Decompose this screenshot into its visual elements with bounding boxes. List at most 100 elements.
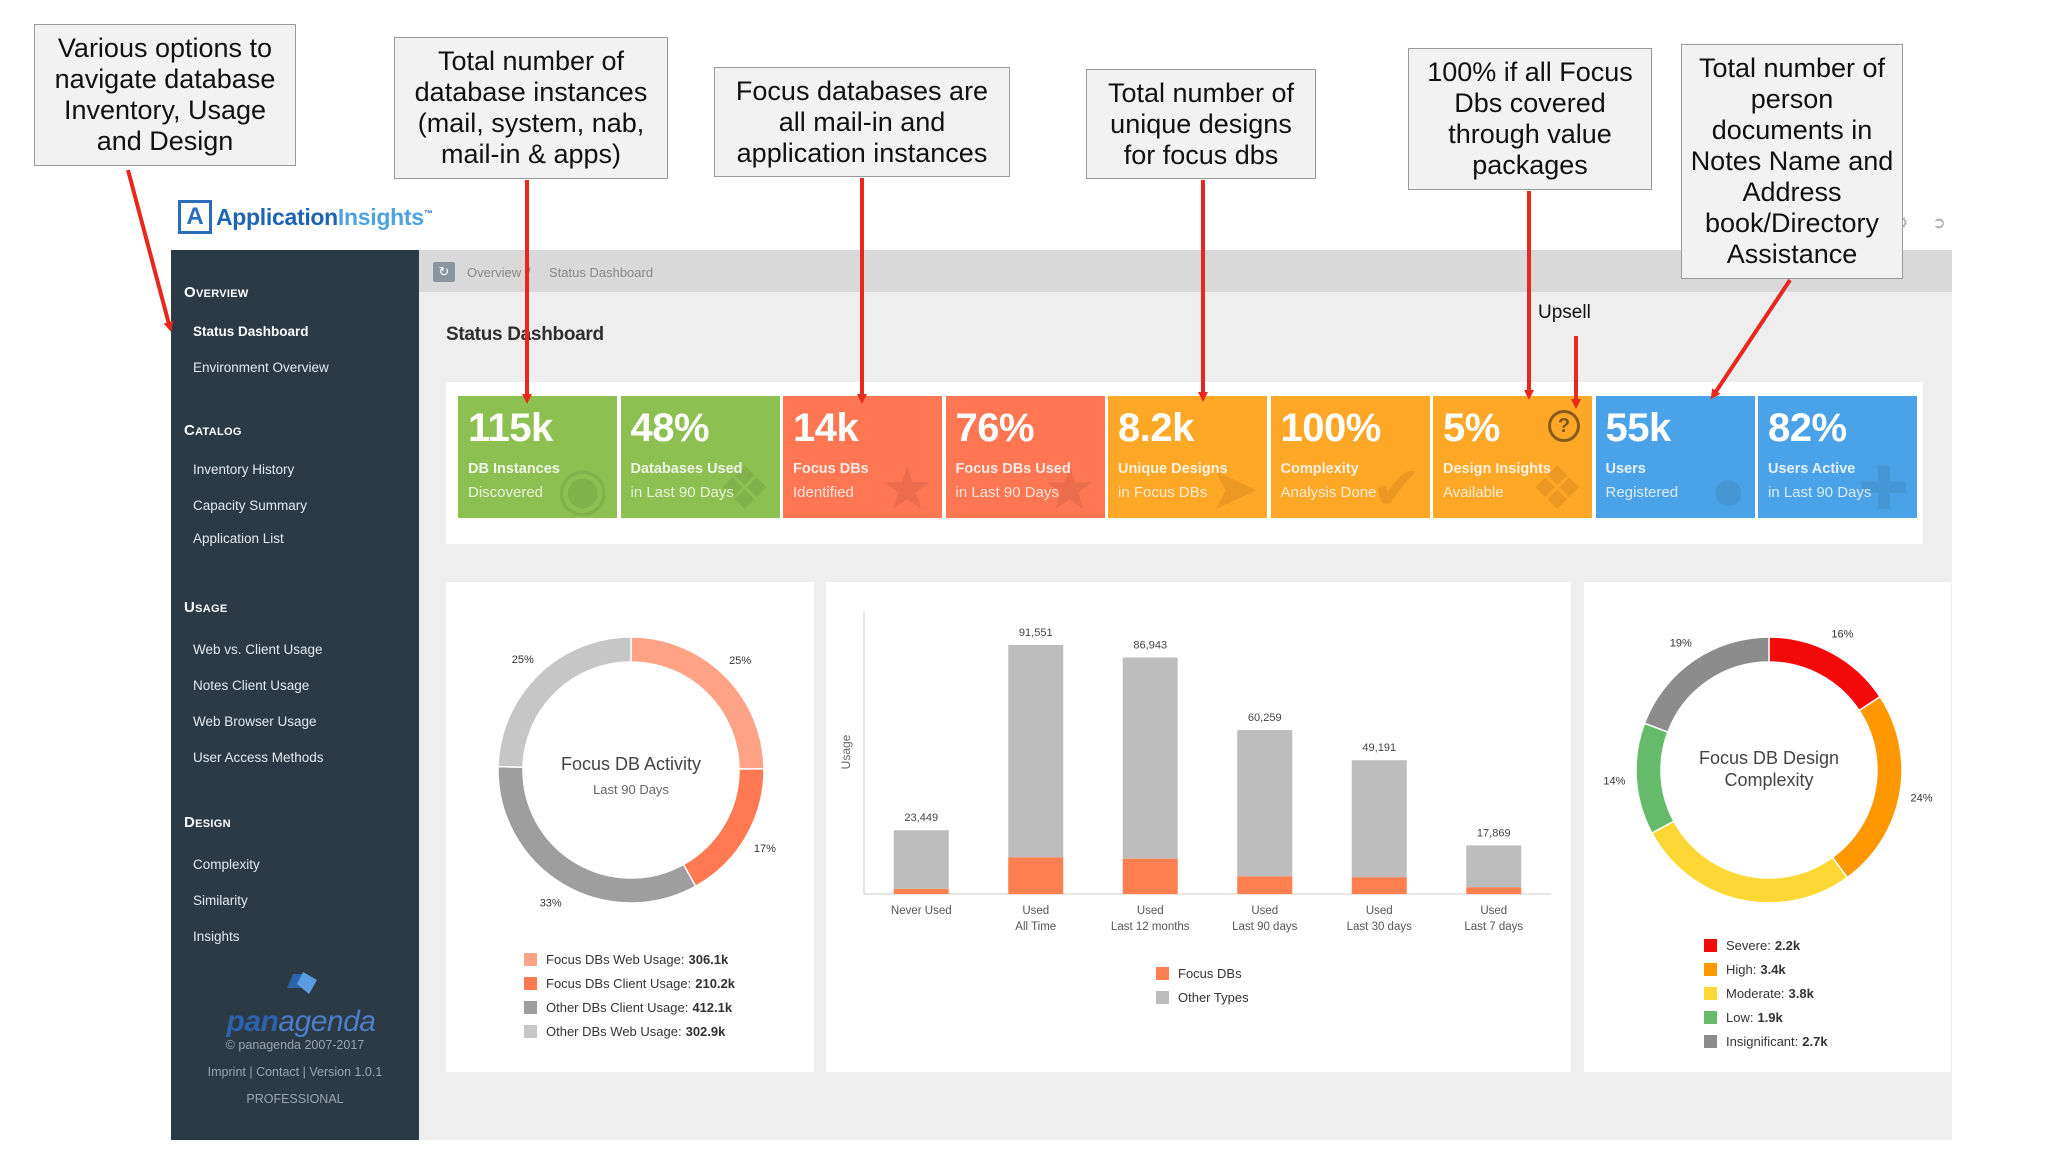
legend-label: Moderate:	[1726, 986, 1785, 1001]
sidebar-item-web-browser-usage[interactable]: Web Browser Usage	[193, 714, 317, 729]
kpi-tile[interactable]: ★ 14k Focus DBs Identified	[783, 396, 942, 518]
kpi-value: 82%	[1768, 406, 1847, 450]
kpi-tile[interactable]: ★ 76% Focus DBs Used in Last 90 Days	[945, 396, 1105, 518]
sidebar-item-notes-client-usage[interactable]: Notes Client Usage	[193, 678, 310, 693]
kpi-tile[interactable]: ● 55k Users Registered	[1595, 396, 1755, 518]
bar-segment[interactable]	[1466, 887, 1522, 894]
legend-item[interactable]: Low: 1.9k	[1704, 1010, 1783, 1025]
legend-item[interactable]: Focus DBs	[1156, 966, 1242, 981]
sidebar-item-inventory-history[interactable]: Inventory History	[193, 462, 295, 477]
bar-segment[interactable]	[1237, 876, 1293, 894]
sidebar-item-capacity-summary[interactable]: Capacity Summary	[193, 498, 308, 513]
legend-item[interactable]: Focus DBs Client Usage: 210.2k	[524, 976, 735, 991]
panagenda-logo[interactable]: panagenda	[211, 970, 391, 1039]
sidebar-item-status-dashboard[interactable]: Status Dashboard	[193, 324, 309, 339]
kpi-tile[interactable]: ❖ 48% Databases Used in Last 90 Days	[620, 396, 780, 518]
bar-segment[interactable]	[1237, 730, 1293, 877]
kpi-sublabel: Analysis Done	[1280, 484, 1377, 501]
callout-unique-designs: Total number of unique designs for focus…	[1086, 69, 1316, 179]
bar-segment[interactable]	[1122, 657, 1178, 859]
legend-item[interactable]: Other Types	[1156, 990, 1249, 1005]
legend-label: Other DBs Web Usage:	[546, 1024, 682, 1039]
x-tick-label: Used	[1366, 905, 1393, 917]
upsell-label: Upsell	[1538, 302, 1591, 323]
app-logo[interactable]: A ApplicationInsights™	[178, 200, 433, 234]
chart-title: Complexity	[1724, 770, 1813, 790]
slice-percent-label: 24%	[1910, 793, 1932, 805]
sidebar-item-application-list[interactable]: Application List	[193, 531, 284, 546]
refresh-icon[interactable]: ↻	[433, 262, 455, 282]
donut-slice[interactable]	[682, 768, 765, 888]
kpi-tile[interactable]: ✚ 82% Users Active in Last 90 Days	[1758, 396, 1917, 518]
donut-slice[interactable]	[1831, 695, 1903, 879]
legend-item[interactable]: High: 3.4k	[1704, 962, 1786, 977]
bar-segment[interactable]	[1351, 760, 1407, 878]
help-icon[interactable]: ?	[1548, 410, 1580, 442]
bar-segment[interactable]	[893, 888, 949, 894]
kpi-tile[interactable]: ➤ 8.2k Unique Designs in Focus DBs	[1108, 396, 1267, 518]
kpi-tile[interactable]: ◉ 115k DB Instances Discovered	[458, 396, 617, 518]
kpi-tile[interactable]: ✔ 100% Complexity Analysis Done	[1270, 396, 1430, 518]
kpi-sublabel: in Last 90 Days	[1768, 484, 1872, 501]
x-tick-label: Last 7 days	[1464, 921, 1523, 933]
kpi-tile[interactable]: ❖ 5% Design Insights Available?	[1433, 396, 1592, 518]
breadcrumb-overview[interactable]: Overview	[467, 265, 522, 280]
legend-swatch	[1704, 1035, 1717, 1048]
sidebar-item-complexity[interactable]: Complexity	[193, 857, 260, 872]
bar-segment[interactable]	[893, 830, 949, 889]
legend-swatch	[524, 953, 537, 966]
star-icon: ★	[880, 455, 934, 518]
legend-item[interactable]: Severe: 2.2k	[1704, 938, 1800, 953]
kpi-sublabel: in Last 90 Days	[630, 484, 734, 501]
arrow-navigation	[126, 169, 174, 332]
bar-segment[interactable]	[1008, 857, 1064, 894]
trademark: ™	[423, 207, 433, 218]
legend-item[interactable]: Other DBs Client Usage: 412.1k	[524, 1000, 732, 1015]
x-tick-label: Last 30 days	[1347, 921, 1412, 933]
legend-swatch	[524, 1001, 537, 1014]
legend-value: 412.1k	[692, 1000, 733, 1015]
sidebar-item-web-vs-client-usage[interactable]: Web vs. Client Usage	[193, 642, 323, 657]
donut-slice[interactable]	[1643, 636, 1770, 734]
bar-total-label: 49,191	[1362, 742, 1396, 754]
legend-swatch	[1704, 987, 1717, 1000]
kpi-value: 5%	[1443, 406, 1500, 450]
sidebar-item-user-access-methods[interactable]: User Access Methods	[193, 750, 324, 765]
callout-person-documents: Total number of person documents in Note…	[1681, 44, 1903, 279]
copyright: © panagenda 2007-2017	[225, 1038, 365, 1052]
x-tick-label: Never Used	[891, 905, 952, 917]
user-plus-icon: ✚	[1858, 455, 1909, 518]
app-name-main: Application	[216, 203, 338, 230]
x-tick-label: Used	[1480, 905, 1507, 917]
legend-value: 1.9k	[1757, 1010, 1783, 1025]
x-tick-label: All Time	[1015, 921, 1056, 933]
legend-item[interactable]: Moderate: 3.8k	[1704, 986, 1814, 1001]
bar-segment[interactable]	[1008, 644, 1064, 858]
sidebar-item-insights[interactable]: Insights	[193, 929, 240, 944]
sidebar-item-similarity[interactable]: Similarity	[193, 893, 248, 908]
kpi-value: 100%	[1280, 406, 1382, 450]
donut-slice[interactable]	[1768, 636, 1882, 712]
legend-swatch	[1704, 1011, 1717, 1024]
puzzle-icon: ❖	[717, 455, 772, 518]
bar-total-label: 86,943	[1133, 640, 1167, 652]
donut-slice[interactable]	[1635, 722, 1675, 835]
bar-segment[interactable]	[1351, 877, 1407, 894]
legend-swatch	[524, 977, 537, 990]
bar-segment[interactable]	[1466, 845, 1522, 888]
legend-label: High:	[1726, 962, 1757, 977]
legend-item[interactable]: Other DBs Web Usage: 302.9k	[524, 1024, 725, 1039]
user-icon: ●	[1710, 456, 1747, 518]
bar-segment[interactable]	[1122, 858, 1178, 894]
donut-slice[interactable]	[497, 636, 632, 769]
x-tick-label: Used	[1251, 905, 1278, 917]
x-tick-label: Used	[1022, 905, 1049, 917]
sidebar-item-environment-overview[interactable]: Environment Overview	[193, 360, 329, 375]
logout-icon[interactable]: ➲	[1932, 215, 1946, 232]
footer-links[interactable]: Imprint | Contact | Version 1.0.1	[207, 1065, 383, 1079]
legend-item[interactable]: Insignificant: 2.7k	[1704, 1034, 1828, 1049]
kpi-label: Users	[1605, 461, 1646, 477]
legend-item[interactable]: Focus DBs Web Usage: 306.1k	[524, 952, 728, 967]
donut-slice[interactable]	[1650, 820, 1849, 904]
